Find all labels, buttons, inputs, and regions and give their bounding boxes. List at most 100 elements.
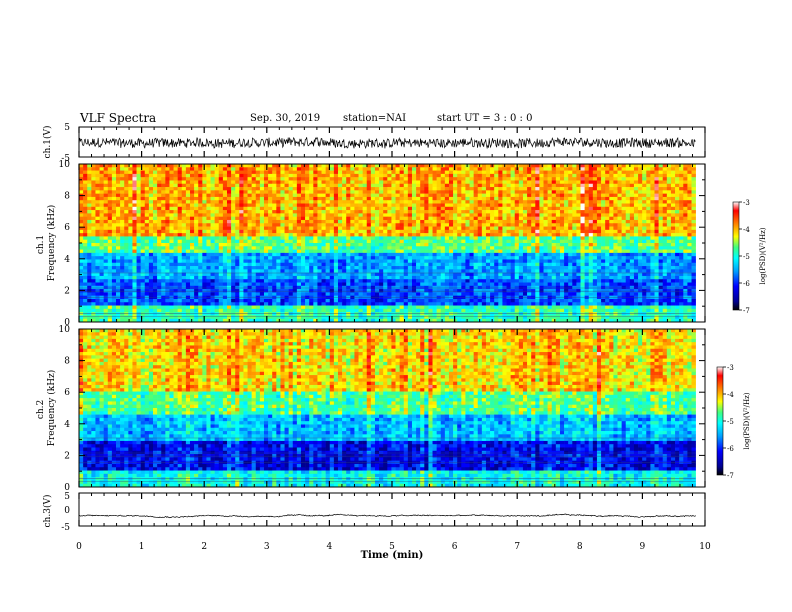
spectrogram-cell: [226, 187, 232, 191]
spectrogram-cell: [490, 236, 495, 241]
spectrogram-cell: [259, 193, 265, 198]
spectrogram-cell: [609, 193, 614, 198]
spectrogram-cell: [481, 177, 487, 181]
spectrogram-cell: [342, 187, 347, 191]
spectrogram-cell: [251, 249, 257, 254]
spectrogram-cell: [564, 164, 569, 168]
spectrogram-cell: [222, 236, 228, 241]
spectrogram-cell: [633, 180, 639, 185]
spectrogram-cell: [395, 206, 400, 211]
spectrogram-cell: [658, 170, 664, 175]
spectrogram-cell: [448, 236, 454, 241]
spectrogram-cell: [210, 183, 215, 188]
spectrogram-cell: [91, 206, 96, 211]
spectrogram-cell: [399, 269, 405, 273]
spectrogram-cell: [572, 246, 577, 250]
spectrogram-cell: [654, 239, 659, 244]
spectrogram-cell: [128, 173, 133, 178]
spectrogram-cell: [416, 183, 421, 188]
spectrogram-cell: [305, 210, 310, 214]
spectrogram-cell: [165, 213, 170, 217]
spectrogram-cell: [103, 180, 109, 185]
spectrogram-cell: [243, 164, 248, 168]
spectrogram-cell: [152, 164, 158, 168]
spectrogram-cell: [99, 226, 104, 231]
spectrogram-cell: [280, 236, 285, 241]
spectrogram-cell: [555, 216, 561, 221]
spectrogram-cell: [136, 164, 141, 168]
spectrogram-cell: [239, 190, 244, 194]
spectrogram-cell: [568, 213, 573, 217]
spectrogram-cell: [206, 200, 211, 204]
spectrogram-cell: [564, 187, 569, 191]
spectrogram-cell: [481, 226, 487, 231]
spectrogram-cell: [325, 170, 331, 175]
spectrogram-cell: [263, 177, 269, 181]
spectrogram-cell: [202, 216, 207, 221]
spectrogram-cell: [165, 259, 170, 264]
spectrogram-cell: [551, 196, 557, 201]
spectrogram-cell: [559, 249, 565, 254]
spectrogram-cell: [300, 219, 306, 224]
spectrogram-cell: [280, 206, 285, 211]
spectrogram-cell: [165, 233, 170, 237]
spectrogram-cell: [670, 216, 676, 221]
spectrogram-cell: [366, 167, 372, 171]
spectrogram-cell: [473, 193, 479, 198]
spectrogram-cell: [280, 259, 285, 264]
spectrogram-cell: [494, 203, 499, 208]
spectrogram-cell: [654, 243, 659, 247]
spectrogram-cell: [638, 243, 643, 247]
spectrogram-cell: [292, 196, 298, 201]
spectrogram-cell: [559, 203, 565, 208]
spectrogram-cell: [148, 170, 154, 175]
spectrogram-cell: [629, 233, 635, 237]
spectrogram-cell: [638, 203, 643, 208]
spectrogram-cell: [239, 256, 244, 260]
spectrogram-cell: [473, 173, 479, 178]
spectrogram-cell: [625, 200, 631, 204]
spectrogram-cell: [457, 203, 462, 208]
spectrogram-cell: [313, 206, 318, 211]
spectrogram-cell: [103, 200, 109, 204]
spectrogram-cell: [144, 216, 150, 221]
spectrogram-cell: [477, 262, 483, 267]
spectrogram-cell: [420, 233, 425, 237]
spectrogram-cell: [654, 219, 659, 224]
spectrogram-cell: [383, 206, 388, 211]
spectrogram-cell: [309, 203, 314, 208]
spectrogram-cell: [551, 233, 557, 237]
spectrogram-cell: [666, 183, 672, 188]
spectrogram-cell: [416, 233, 421, 237]
spectrogram-cell: [387, 243, 392, 247]
spectrogram-cell: [432, 200, 437, 204]
spectrogram-cell: [263, 167, 269, 171]
spectrogram-cell: [300, 256, 306, 260]
spectrogram-cell: [416, 170, 421, 175]
spectrogram-cell: [453, 183, 458, 188]
spectrogram-cell: [268, 196, 273, 201]
spectrogram-cell: [555, 173, 561, 178]
spectrogram-cell: [317, 219, 322, 224]
spectrogram-cell: [518, 239, 524, 244]
spectrogram-cell: [239, 216, 244, 221]
spectrogram-cell: [440, 167, 446, 171]
spectrogram-cell: [317, 170, 322, 175]
spectrogram-cell: [321, 213, 326, 217]
spectrogram-cell: [395, 219, 400, 224]
spectrogram-cell: [399, 266, 405, 270]
spectrogram-cell: [576, 223, 581, 227]
spectrogram-cell: [251, 266, 257, 270]
spectrogram-cell: [580, 196, 585, 201]
spectrogram-cell: [514, 262, 520, 267]
spectrogram-cell: [144, 200, 150, 204]
spectrogram-cell: [346, 180, 351, 185]
spectrogram-cell: [300, 239, 306, 244]
spectrogram-cell: [588, 246, 594, 250]
spectrogram-cell: [337, 219, 343, 224]
spectrogram-cell: [444, 196, 450, 201]
spectrogram-cell: [395, 239, 400, 244]
spectrogram-cell: [564, 173, 569, 178]
spectrogram-cell: [531, 249, 536, 254]
spectrogram-cell: [136, 259, 141, 264]
